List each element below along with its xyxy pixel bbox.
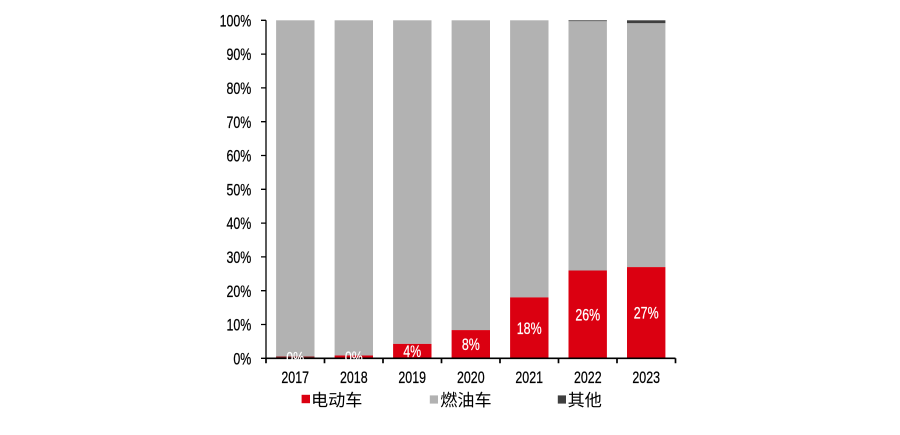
svg-text:0%: 0% <box>345 349 363 367</box>
svg-text:50%: 50% <box>226 182 251 200</box>
svg-text:2021: 2021 <box>515 369 543 387</box>
svg-text:0%: 0% <box>286 350 304 368</box>
svg-text:0%: 0% <box>233 351 251 369</box>
svg-text:10%: 10% <box>226 317 251 335</box>
svg-text:2020: 2020 <box>457 369 485 387</box>
svg-text:20%: 20% <box>226 283 251 301</box>
svg-text:2023: 2023 <box>632 369 660 387</box>
svg-text:40%: 40% <box>226 215 251 233</box>
svg-text:27%: 27% <box>634 305 659 323</box>
svg-text:4%: 4% <box>403 343 421 361</box>
svg-text:70%: 70% <box>226 114 251 132</box>
svg-text:2018: 2018 <box>340 369 368 387</box>
svg-text:100%: 100% <box>220 13 252 31</box>
svg-text:90%: 90% <box>226 46 251 64</box>
svg-text:60%: 60% <box>226 148 251 166</box>
svg-text:80%: 80% <box>226 80 251 98</box>
svg-text:26%: 26% <box>575 307 600 325</box>
svg-text:18%: 18% <box>517 320 542 338</box>
svg-text:30%: 30% <box>226 249 251 267</box>
svg-text:2017: 2017 <box>281 369 309 387</box>
svg-text:2019: 2019 <box>398 369 426 387</box>
svg-text:8%: 8% <box>462 336 480 354</box>
svg-text:2022: 2022 <box>574 369 602 387</box>
